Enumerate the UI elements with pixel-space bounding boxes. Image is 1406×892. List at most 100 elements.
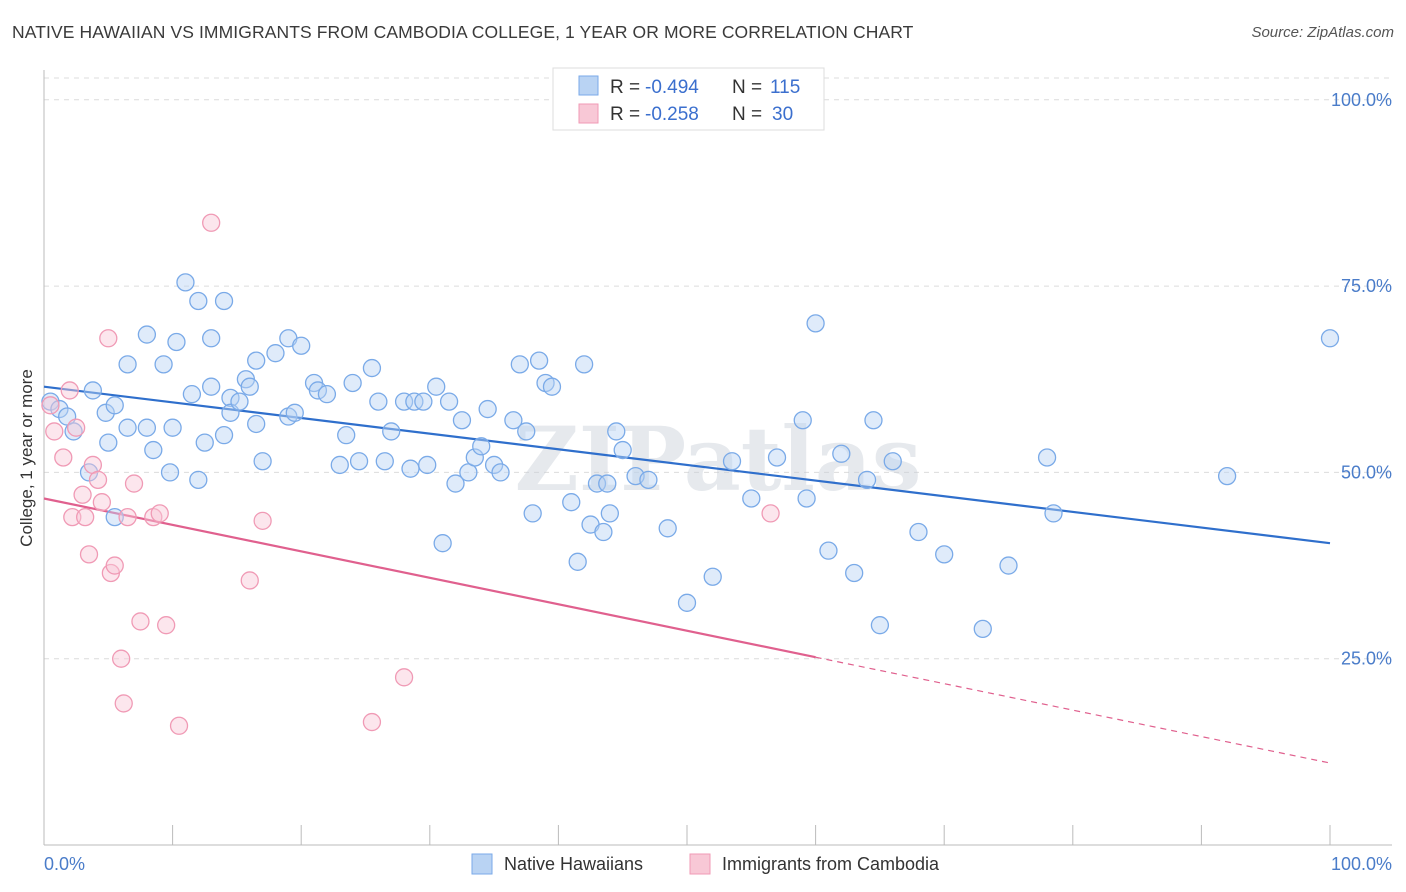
bottom-legend-label-native-hawaiians: Native Hawaiians bbox=[504, 854, 643, 874]
point-native-hawaiians-86 bbox=[639, 470, 658, 490]
point-native-hawaiians-101 bbox=[870, 616, 890, 635]
point-native-hawaiians-34 bbox=[247, 414, 266, 434]
point-native-hawaiians-102 bbox=[883, 452, 902, 471]
x-ticks bbox=[43, 825, 1331, 845]
y-tick-labels: 25.0% 50.0% 75.0% 100.0% bbox=[1331, 90, 1392, 669]
point-native-hawaiians-52 bbox=[394, 392, 414, 411]
point-native-hawaiians-90 bbox=[722, 452, 742, 471]
point-native-hawaiians-49 bbox=[369, 392, 388, 411]
point-native-hawaiians-94 bbox=[797, 489, 816, 508]
point-native-hawaiians-88 bbox=[677, 593, 697, 612]
point-immigrants-cambodia-0 bbox=[41, 396, 60, 415]
point-native-hawaiians-109 bbox=[1217, 466, 1237, 486]
point-native-hawaiians-33 bbox=[247, 351, 266, 370]
trend-line-native-hawaiians bbox=[43, 385, 1331, 545]
trend-lines bbox=[43, 385, 1331, 764]
point-native-hawaiians-7 bbox=[99, 433, 118, 452]
point-native-hawaiians-80 bbox=[594, 522, 613, 542]
point-immigrants-cambodia-5 bbox=[67, 418, 86, 437]
point-native-hawaiians-93 bbox=[793, 411, 812, 430]
point-immigrants-cambodia-4 bbox=[63, 507, 82, 527]
chart-source: Source: ZipAtlas.com bbox=[1251, 24, 1394, 41]
point-native-hawaiians-97 bbox=[832, 444, 851, 463]
legend-r-value-1: -0.494 bbox=[645, 77, 699, 98]
point-native-hawaiians-59 bbox=[439, 392, 459, 411]
point-native-hawaiians-39 bbox=[285, 403, 304, 422]
point-immigrants-cambodia-27 bbox=[362, 712, 382, 732]
x-tick-label-max: 100.0% bbox=[1331, 854, 1392, 874]
point-native-hawaiians-110 bbox=[1320, 329, 1340, 348]
point-immigrants-cambodia-23 bbox=[169, 716, 189, 735]
legend-swatch-immigrants-cambodia bbox=[578, 103, 599, 124]
point-native-hawaiians-28 bbox=[221, 388, 240, 408]
y-tick-label-25: 25.0% bbox=[1341, 649, 1392, 669]
point-native-hawaiians-27 bbox=[214, 291, 234, 311]
point-native-hawaiians-75 bbox=[562, 493, 581, 512]
bottom-legend-swatch-native-hawaiians bbox=[471, 853, 493, 875]
point-native-hawaiians-84 bbox=[613, 440, 632, 460]
point-native-hawaiians-55 bbox=[414, 392, 433, 411]
point-native-hawaiians-98 bbox=[845, 563, 864, 583]
legend-box: R = -0.494 N = 115 R = -0.258 N = 30 bbox=[552, 67, 825, 131]
legend-n-label-1: N = bbox=[732, 77, 762, 98]
point-native-hawaiians-25 bbox=[202, 329, 221, 348]
point-native-hawaiians-61 bbox=[452, 411, 472, 430]
point-native-hawaiians-50 bbox=[375, 452, 394, 471]
point-native-hawaiians-26 bbox=[214, 425, 234, 445]
point-native-hawaiians-95 bbox=[806, 314, 825, 333]
axes bbox=[43, 70, 1392, 846]
point-native-hawaiians-81 bbox=[598, 474, 617, 493]
legend-r-value-2: -0.258 bbox=[645, 104, 699, 125]
point-native-hawaiians-106 bbox=[999, 556, 1018, 575]
point-immigrants-cambodia-16 bbox=[114, 694, 133, 713]
point-native-hawaiians-76 bbox=[568, 552, 587, 571]
point-native-hawaiians-40 bbox=[292, 336, 311, 355]
point-native-hawaiians-60 bbox=[446, 474, 465, 493]
point-native-hawaiians-69 bbox=[510, 355, 529, 374]
point-native-hawaiians-12 bbox=[137, 325, 157, 344]
point-native-hawaiians-1 bbox=[50, 399, 69, 419]
point-native-hawaiians-16 bbox=[160, 463, 180, 482]
point-immigrants-cambodia-15 bbox=[112, 649, 131, 668]
y-tick-label-75: 75.0% bbox=[1341, 276, 1392, 296]
point-native-hawaiians-66 bbox=[484, 455, 504, 475]
point-native-hawaiians-11 bbox=[118, 418, 137, 437]
legend-r-label-2: R = bbox=[610, 104, 640, 125]
point-native-hawaiians-71 bbox=[523, 504, 542, 523]
data-points bbox=[41, 213, 1340, 735]
point-native-hawaiians-46 bbox=[343, 373, 362, 393]
point-native-hawaiians-91 bbox=[742, 489, 761, 508]
point-immigrants-cambodia-3 bbox=[60, 381, 79, 400]
point-native-hawaiians-67 bbox=[491, 463, 510, 482]
trend-line-immigrants-cambodia-extension bbox=[815, 656, 1331, 764]
point-native-hawaiians-74 bbox=[542, 377, 562, 396]
watermark: ZIPatlas bbox=[515, 407, 922, 511]
point-immigrants-cambodia-26 bbox=[253, 511, 272, 530]
bottom-legend-swatch-immigrants-cambodia bbox=[689, 853, 711, 875]
point-immigrants-cambodia-10 bbox=[88, 470, 108, 490]
point-native-hawaiians-19 bbox=[176, 273, 195, 292]
point-immigrants-cambodia-22 bbox=[157, 616, 176, 635]
y-tick-label-100: 100.0% bbox=[1331, 90, 1392, 110]
point-native-hawaiians-23 bbox=[195, 433, 214, 452]
point-immigrants-cambodia-7 bbox=[76, 507, 95, 527]
point-native-hawaiians-68 bbox=[504, 411, 523, 430]
legend-n-label-2: N = bbox=[732, 104, 762, 125]
point-native-hawaiians-96 bbox=[819, 541, 838, 560]
point-native-hawaiians-105 bbox=[973, 619, 992, 639]
point-native-hawaiians-56 bbox=[418, 455, 437, 475]
point-native-hawaiians-58 bbox=[433, 534, 452, 553]
point-native-hawaiians-65 bbox=[478, 399, 497, 419]
point-immigrants-cambodia-18 bbox=[124, 474, 144, 493]
point-native-hawaiians-14 bbox=[144, 440, 163, 460]
point-native-hawaiians-35 bbox=[253, 452, 272, 471]
legend-n-value-1: 115 bbox=[770, 77, 800, 98]
point-native-hawaiians-107 bbox=[1037, 448, 1057, 467]
legend-n-value-2: 30 bbox=[772, 104, 793, 125]
point-native-hawaiians-103 bbox=[909, 522, 928, 542]
point-native-hawaiians-89 bbox=[703, 567, 722, 586]
point-native-hawaiians-45 bbox=[337, 425, 356, 445]
point-native-hawaiians-8 bbox=[105, 396, 124, 415]
point-native-hawaiians-22 bbox=[189, 470, 208, 490]
point-native-hawaiians-10 bbox=[118, 355, 137, 374]
